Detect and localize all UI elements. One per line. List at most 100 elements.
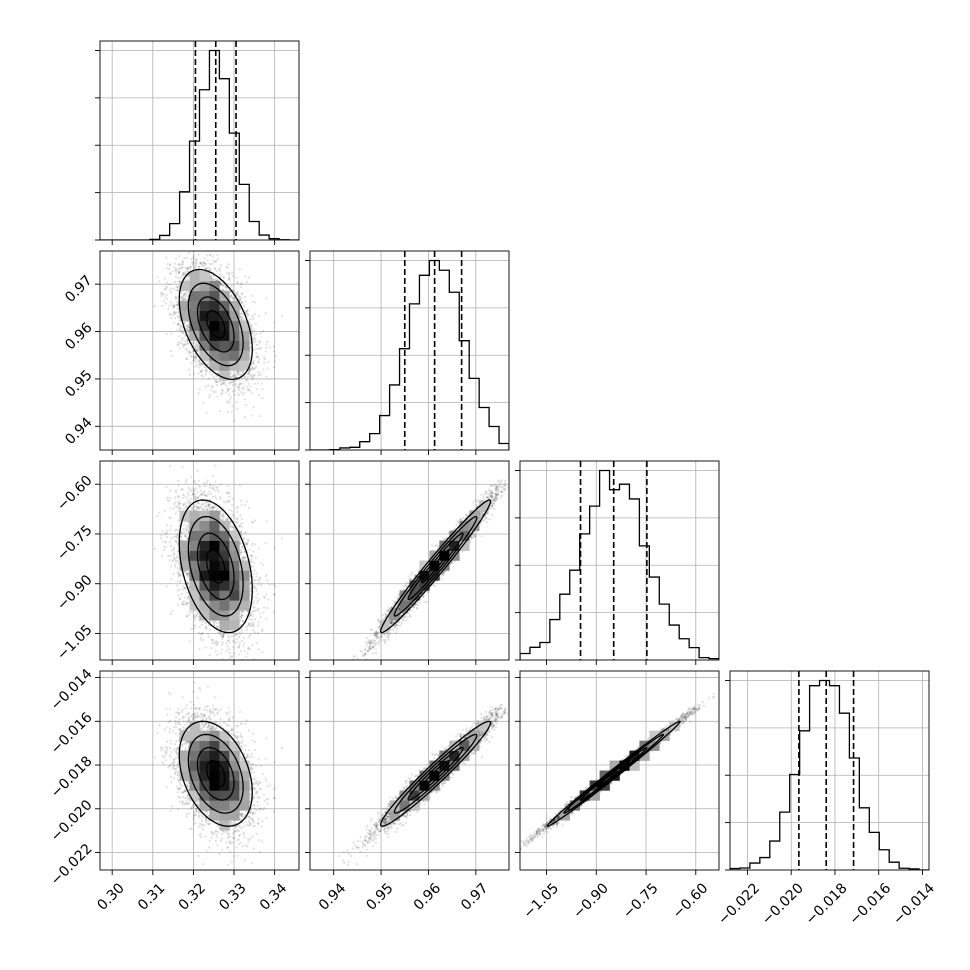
scatter-point — [254, 340, 257, 343]
scatter-point — [174, 296, 177, 299]
scatter-point — [247, 388, 250, 391]
contour-line — [178, 268, 253, 381]
scatter-point — [183, 271, 186, 274]
scatter-point — [187, 268, 190, 271]
scatter-point — [168, 264, 172, 267]
scatter-point — [190, 247, 192, 249]
scatter-point — [255, 343, 258, 347]
scatter-point — [251, 368, 254, 371]
scatter-point — [185, 267, 188, 270]
scatter-point — [199, 370, 203, 373]
scatter-point — [186, 267, 189, 270]
scatter-point — [239, 286, 242, 289]
scatter-point — [196, 347, 199, 351]
scatter-point — [203, 365, 206, 368]
scatter-point — [188, 266, 191, 269]
scatter-point — [238, 268, 242, 271]
scatter-point — [178, 341, 182, 344]
scatter-point — [253, 367, 256, 370]
scatter-point — [252, 336, 256, 339]
density-cell — [179, 300, 190, 311]
scatter-point — [169, 555, 172, 558]
scatter-point — [175, 528, 178, 531]
scatter-point — [178, 334, 181, 338]
scatter-point — [240, 318, 243, 322]
scatter-point — [254, 347, 258, 351]
scatter-point — [258, 340, 261, 343]
scatter-point — [195, 258, 198, 261]
scatter-point — [179, 267, 182, 270]
scatter-point — [171, 270, 175, 273]
scatter-point — [174, 295, 178, 299]
scatter-point — [183, 256, 186, 260]
scatter-point — [228, 277, 231, 280]
scatter-point — [237, 394, 241, 397]
scatter-point — [239, 499, 242, 502]
scatter-point — [179, 276, 182, 280]
scatter-point — [219, 264, 223, 267]
density-cell — [199, 320, 210, 331]
scatter-point — [249, 347, 252, 350]
scatter-point — [185, 328, 188, 331]
scatter-point — [212, 484, 215, 487]
scatter-point — [176, 323, 179, 326]
scatter-point — [172, 287, 175, 291]
scatter-point — [160, 294, 163, 297]
scatter-point — [204, 386, 207, 389]
scatter-point — [252, 348, 256, 351]
scatter-point — [209, 275, 212, 279]
scatter-point — [202, 260, 205, 264]
scatter-point — [192, 506, 195, 509]
density-cell — [229, 350, 240, 361]
scatter-point — [196, 344, 199, 347]
scatter-point — [251, 376, 255, 379]
scatter-point — [181, 263, 184, 266]
scatter-point — [177, 272, 181, 275]
scatter-point — [230, 410, 233, 413]
scatter-point — [253, 374, 257, 377]
scatter-point — [205, 369, 208, 372]
scatter-point — [216, 278, 219, 282]
scatter-point — [198, 265, 201, 268]
scatter-point — [254, 519, 257, 522]
scatter-point — [181, 272, 185, 275]
scatter-point — [239, 283, 242, 286]
scatter-point — [238, 389, 241, 392]
panel-plot-area — [100, 461, 299, 660]
scatter-point — [197, 253, 200, 256]
density-cell — [199, 280, 210, 292]
scatter-point — [176, 322, 179, 325]
y-tick-label: 0.96 — [62, 320, 95, 353]
scatter-point — [227, 263, 230, 266]
y-tick-label: 0.95 — [62, 367, 95, 400]
scatter-point — [212, 274, 215, 278]
scatter-point — [194, 344, 198, 347]
scatter-point — [186, 291, 189, 294]
scatter-point — [193, 260, 196, 263]
scatter-point — [211, 384, 214, 388]
scatter-point — [184, 272, 187, 276]
scatter-point — [159, 292, 163, 295]
scatter-point — [174, 257, 178, 260]
scatter-point — [200, 362, 204, 365]
scatter-point — [207, 396, 211, 399]
y-tick-label: 0.94 — [62, 415, 95, 448]
scatter-point — [232, 289, 235, 293]
scatter-point — [232, 380, 235, 383]
scatter-point — [161, 292, 164, 295]
scatter-point — [204, 366, 207, 369]
scatter-point — [234, 376, 237, 379]
scatter-point — [220, 388, 224, 391]
scatter-point — [221, 380, 225, 383]
scatter-point — [244, 275, 247, 278]
scatter-point — [215, 380, 218, 383]
scatter-point — [251, 300, 254, 303]
scatter-point — [176, 589, 179, 592]
scatter-point — [236, 392, 239, 395]
scatter-point — [163, 277, 166, 280]
scatter-point — [220, 283, 223, 286]
scatter-point — [245, 310, 248, 314]
scatter-point — [258, 347, 261, 350]
scatter-point — [170, 291, 173, 294]
